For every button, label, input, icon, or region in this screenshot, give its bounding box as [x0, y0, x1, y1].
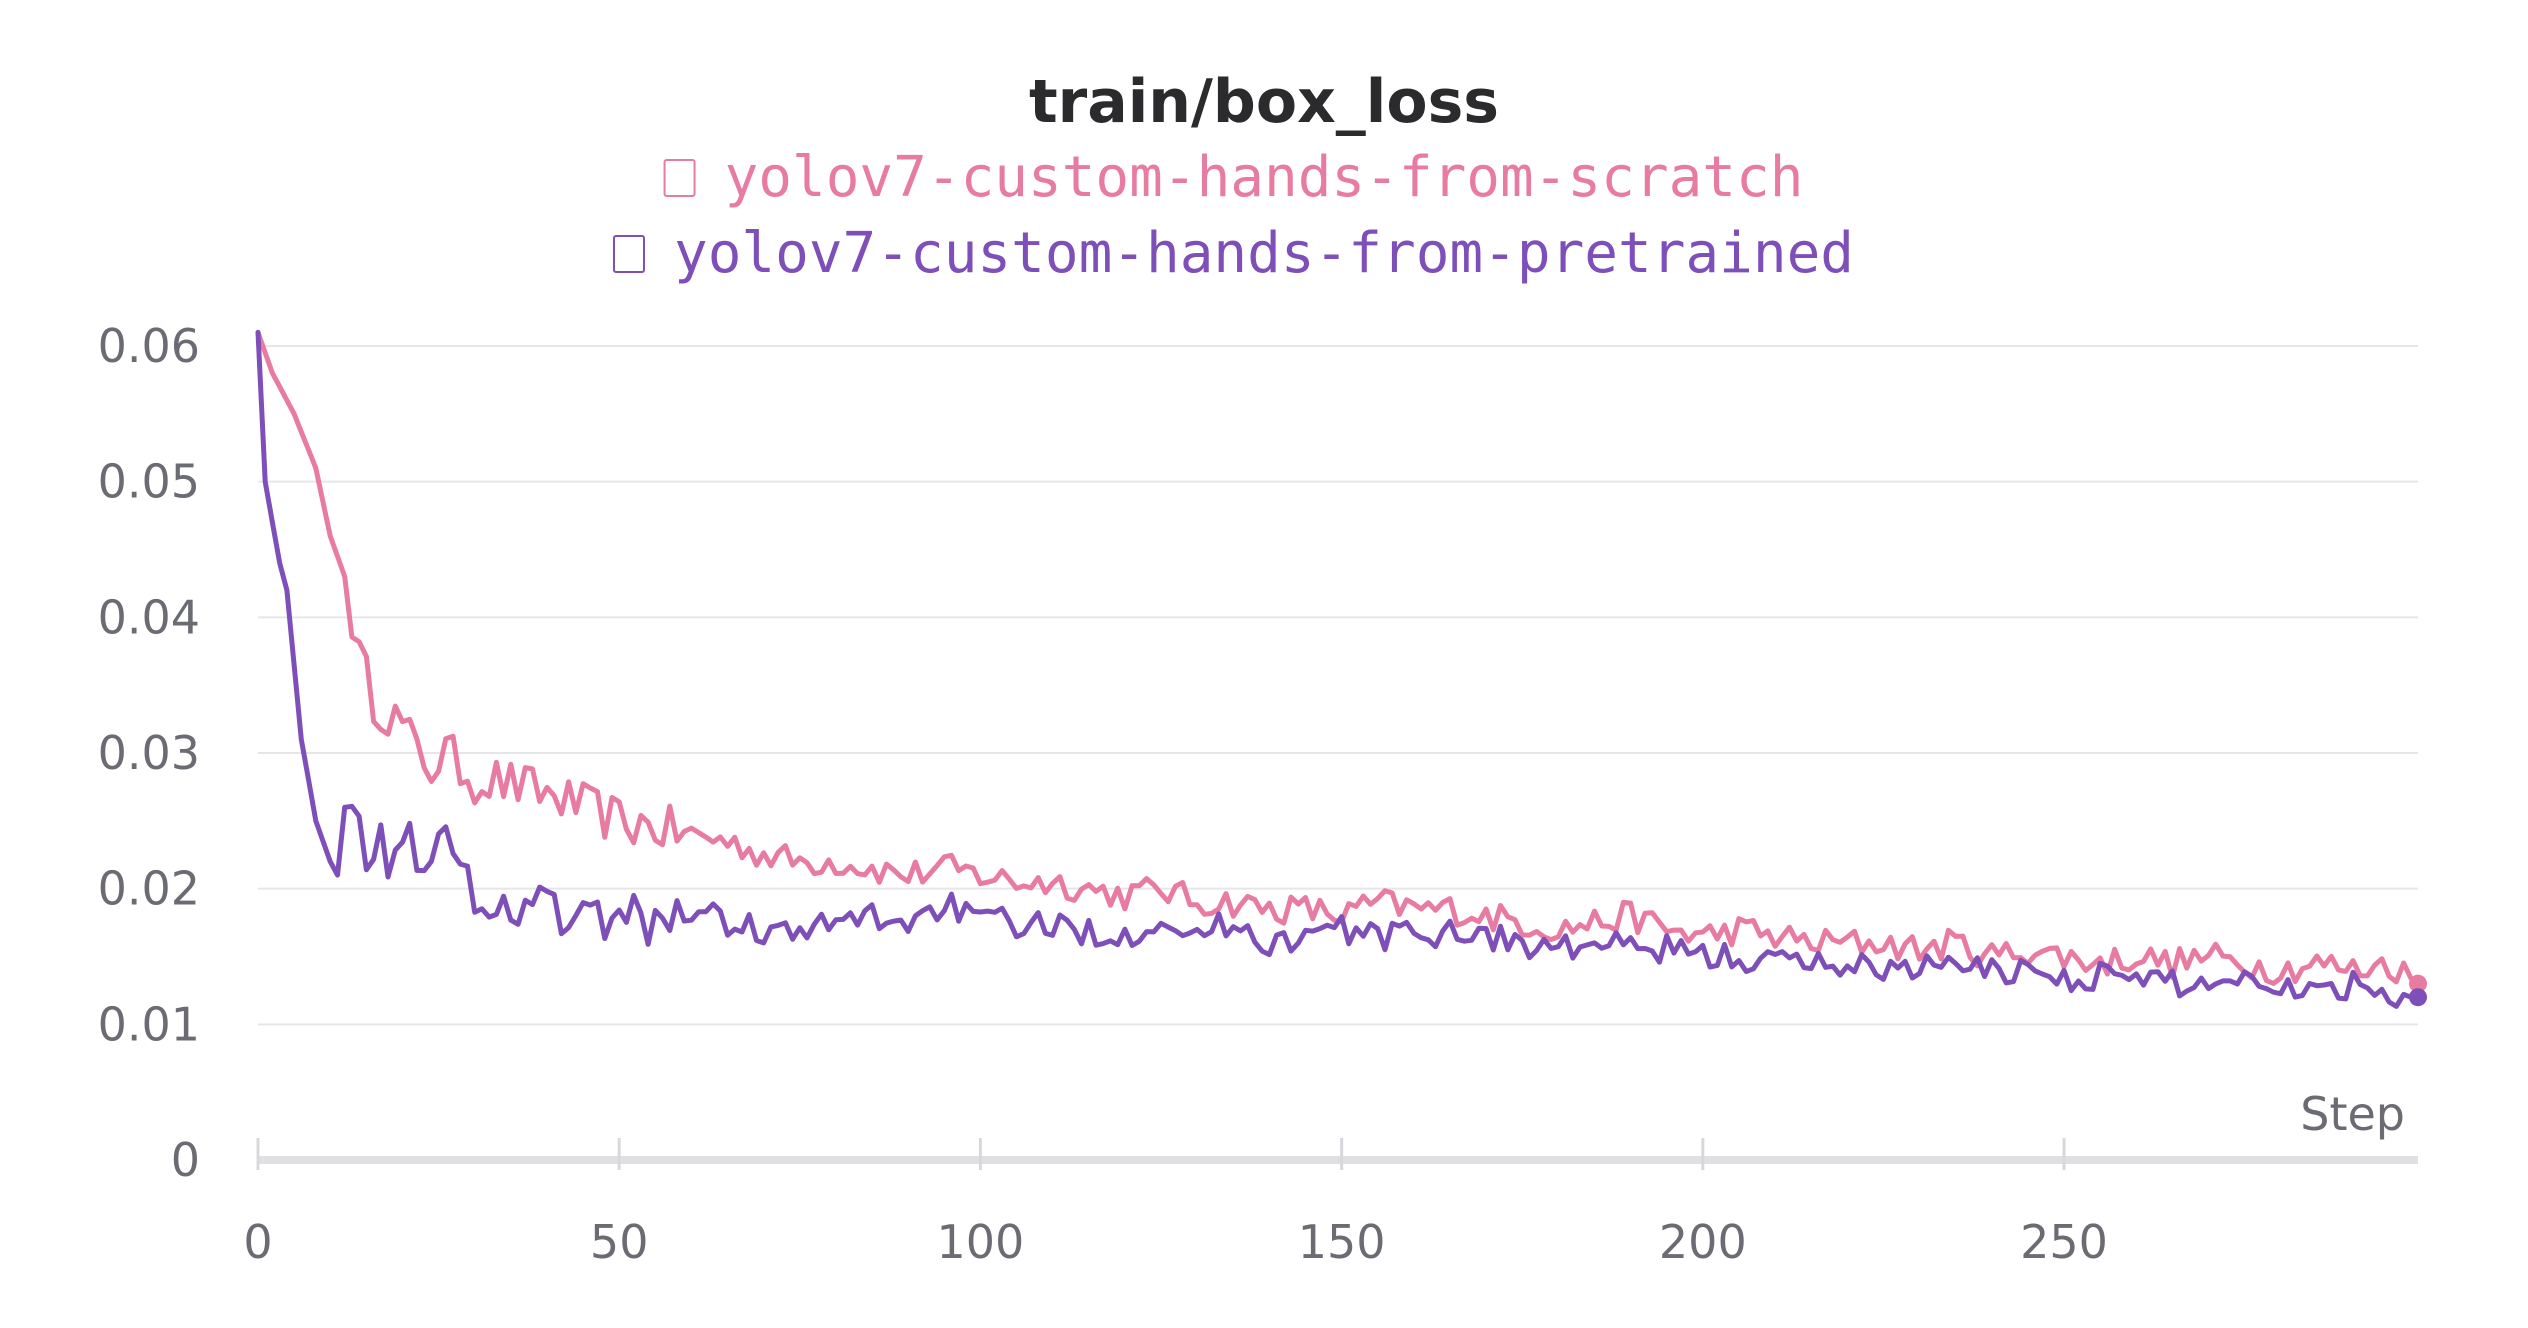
series-line — [255, 329, 2421, 987]
legend: yolov7-custom-hands-from-scratch yolov7-c… — [612, 145, 1854, 286]
legend-item[interactable]: yolov7-custom-hands-from-scratch — [663, 145, 1804, 210]
legend-label: yolov7-custom-hands-from-pretrained — [674, 221, 1854, 286]
y-tick-label: 0.02 — [98, 862, 200, 916]
y-tick-label: 0 — [171, 1133, 200, 1187]
x-tick-label: 0 — [243, 1215, 272, 1269]
x-axis-label: Step — [2300, 1087, 2405, 1141]
y-tick-label: 0.01 — [98, 997, 200, 1051]
y-tick-label: 0.05 — [98, 455, 200, 509]
x-tick-label: 200 — [1659, 1215, 1747, 1269]
series-end-point — [2409, 988, 2427, 1007]
x-tick-label: 100 — [937, 1215, 1025, 1269]
chart-title: train/box_loss — [1029, 67, 1499, 137]
x-axis: 0 50 100 150 200 250 — [243, 1138, 2418, 1269]
legend-item[interactable]: yolov7-custom-hands-from-pretrained — [612, 221, 1854, 286]
x-tick-label: 250 — [2020, 1215, 2108, 1269]
series-line — [255, 329, 2421, 1009]
y-axis: 0 0.01 0.02 0.03 0.04 0.05 0.06 — [98, 319, 200, 1187]
x-tick-label: 150 — [1298, 1215, 1386, 1269]
series-layer — [255, 329, 2427, 1009]
x-tick-label: 50 — [590, 1215, 649, 1269]
series-end-point — [2409, 974, 2427, 993]
y-tick-label: 0.06 — [98, 319, 200, 373]
grid — [258, 345, 2418, 1026]
y-tick-label: 0.04 — [98, 590, 200, 644]
legend-label: yolov7-custom-hands-from-scratch — [725, 145, 1804, 210]
y-tick-label: 0.03 — [98, 726, 200, 780]
legend-swatch-icon — [663, 159, 696, 197]
legend-swatch-icon — [612, 235, 645, 273]
